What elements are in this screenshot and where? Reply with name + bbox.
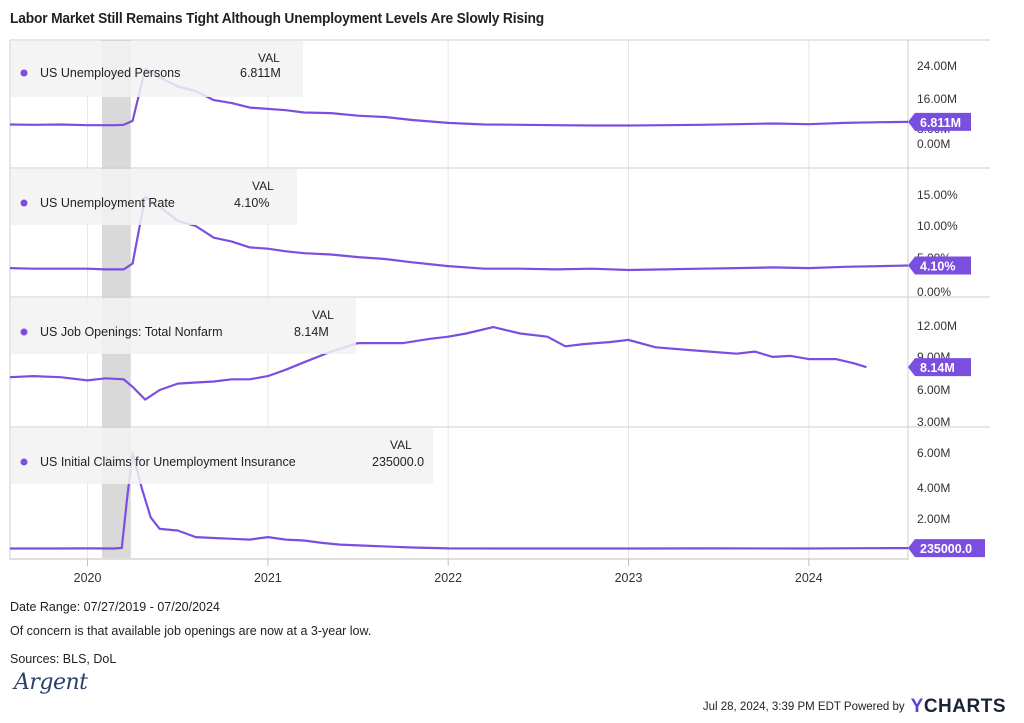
series-value: 4.10% (234, 196, 269, 210)
legend-box (11, 298, 356, 354)
legend-dot (20, 328, 28, 336)
y-tick-label: 6.00M (917, 383, 950, 397)
legend-dot (20, 69, 28, 77)
y-tick-label: 6.00M (917, 446, 950, 460)
series-value: 8.14M (294, 325, 329, 339)
last-value-badge (908, 539, 985, 558)
x-tick-label: 2024 (795, 571, 823, 585)
val-header: VAL (312, 308, 334, 322)
last-value-badge (908, 358, 971, 377)
y-tick-label: 4.00M (917, 481, 950, 495)
timestamp: Jul 28, 2024, 3:39 PM EDT Powered by (702, 701, 905, 713)
series-name: US Unemployed Persons (40, 66, 180, 80)
last-value-text: 6.811M (920, 116, 961, 130)
series-name: US Job Openings: Total Nonfarm (40, 325, 223, 339)
y-tick-label: 3.00M (917, 415, 950, 429)
legend-box (11, 428, 433, 484)
last-value-text: 235000.0 (920, 542, 972, 556)
last-value-badge (908, 256, 971, 275)
series-value: 235000.0 (372, 455, 424, 469)
y-tick-label: 24.00M (917, 59, 957, 73)
val-header: VAL (252, 179, 274, 193)
last-value-text: 4.10% (920, 259, 955, 273)
y-tick-label: 2.00M (917, 512, 950, 526)
series-name: US Unemployment Rate (40, 196, 175, 210)
x-tick-label: 2022 (434, 571, 462, 585)
date-range: Date Range: 07/27/2019 - 07/20/2024 (10, 600, 220, 614)
legend-dot (20, 199, 28, 207)
series-line (9, 195, 909, 272)
series-line (9, 67, 909, 127)
y-tick-label: 15.00% (917, 188, 958, 202)
y-tick-label: 10.00% (917, 219, 958, 233)
legend-box (11, 41, 303, 97)
series-line (9, 326, 867, 401)
y-tick-label: 0.00M (917, 137, 950, 151)
y-tick-label: 12.00M (917, 319, 957, 333)
last-value-badge (908, 112, 971, 131)
y-tick-label: 16.00M (917, 92, 957, 106)
series-value: 6.811M (240, 66, 281, 80)
x-tick-label: 2023 (615, 571, 643, 585)
x-tick-label: 2020 (74, 571, 102, 585)
argent-logo: Argent (14, 670, 88, 695)
val-header: VAL (390, 438, 412, 452)
series-line (10, 451, 909, 550)
sources: Sources: BLS, DoL (10, 652, 117, 666)
ycharts-logo: YCHARTS (910, 696, 1006, 717)
series-name: US Initial Claims for Unemployment Insur… (40, 455, 296, 469)
chart-title: Labor Market Still Remains Tight Althoug… (10, 10, 544, 27)
chart-note: Of concern is that available job opening… (10, 624, 372, 638)
legend-box (11, 169, 297, 225)
y-tick-label: 0.00% (917, 285, 951, 299)
legend-dot (20, 458, 28, 466)
powered-by: Jul 28, 2024, 3:39 PM EDT Powered by YCH… (703, 696, 1006, 718)
last-value-text: 8.14M (920, 361, 955, 375)
val-header: VAL (258, 51, 280, 65)
x-tick-label: 2021 (254, 571, 282, 585)
